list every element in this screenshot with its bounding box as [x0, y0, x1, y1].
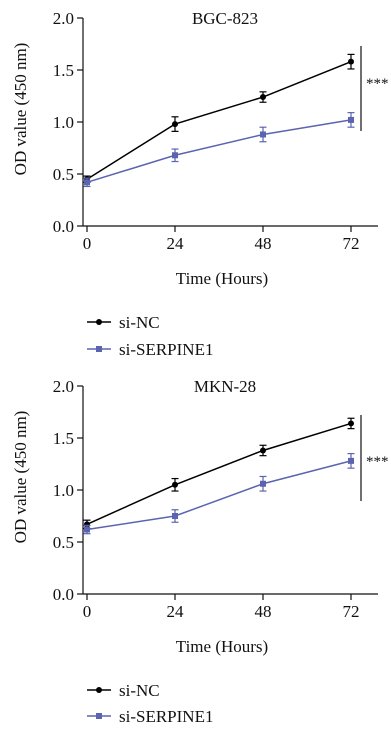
chart-1-title: BGC-823 [192, 9, 258, 28]
chart-2-data-point [172, 481, 178, 488]
chart-1-x-tick-label: 72 [343, 234, 360, 253]
chart-2-x-tick-label: 0 [83, 602, 92, 621]
chart-2-x-tick-label: 48 [255, 602, 272, 621]
chart-1-y-tick-label: 1.0 [53, 113, 74, 132]
chart-2-legend-label: si-SERPINE1 [119, 707, 213, 726]
chart-1-significance-label: *** [366, 76, 389, 92]
chart-2-x-tick-label: 24 [167, 602, 185, 621]
chart-2-y-tick-label: 0.0 [53, 585, 74, 604]
chart-1-series-line [86, 119, 352, 184]
chart-1-y-axis-label: OD value (450 nm) [11, 43, 30, 176]
chart-2-series-1 [83, 417, 355, 693]
chart-2-series-2 [83, 453, 355, 719]
chart-2-significance-label: *** [366, 454, 389, 470]
chart-2-title: MKN-28 [194, 377, 256, 396]
chart-1-data-point [348, 58, 354, 65]
chart-2-series-line [86, 460, 352, 531]
chart-2-data-point [84, 526, 90, 533]
chart-2-legend-marker [96, 687, 102, 693]
chart-2-data-point [260, 447, 266, 454]
chart-1-y-tick-label: 0.5 [53, 165, 74, 184]
chart-1-legend-marker [96, 346, 102, 352]
chart-1-y-tick-label: 1.5 [53, 61, 74, 80]
chart-2-y-tick-label: 1.5 [53, 429, 74, 448]
chart-1-legend-marker [96, 319, 102, 325]
chart-1-legend-label: si-NC [119, 313, 160, 332]
chart-2-x-axis-label: Time (Hours) [176, 637, 268, 656]
chart-1-series-2 [83, 112, 355, 352]
chart-1-y-tick-label: 0.0 [53, 217, 74, 236]
chart-1-series-line [86, 60, 352, 180]
chart-2-y-tick-label: 1.0 [53, 481, 74, 500]
chart-1-data-point [260, 94, 266, 101]
chart-2-legend-marker [96, 713, 102, 719]
chart-1-x-tick-label: 48 [255, 234, 272, 253]
chart-2-data-point [348, 420, 354, 427]
chart-2-y-axis-label: OD value (450 nm) [11, 411, 30, 544]
chart-1-data-point [348, 116, 354, 123]
chart-1-legend-label: si-SERPINE1 [119, 340, 213, 359]
chart-2-legend-label: si-NC [119, 681, 160, 700]
chart-1-x-axis-label: Time (Hours) [176, 269, 268, 288]
chart-2-y-tick-label: 2.0 [53, 377, 74, 396]
chart-1-data-point [172, 152, 178, 159]
chart-1-x-tick-label: 24 [167, 234, 185, 253]
chart-2-series-line [86, 422, 352, 526]
chart-1-data-point [172, 121, 178, 128]
chart-1-data-point [260, 131, 266, 138]
chart-2-data-point [260, 480, 266, 487]
chart-1-data-point [84, 179, 90, 186]
chart-2-data-point [348, 457, 354, 464]
chart-1-x-tick-label: 0 [83, 234, 92, 253]
chart-2-x-tick-label: 72 [343, 602, 360, 621]
chart-2-y-tick-label: 0.5 [53, 533, 74, 552]
chart-1-y-tick-label: 2.0 [53, 9, 74, 28]
chart-2-data-point [172, 513, 178, 519]
